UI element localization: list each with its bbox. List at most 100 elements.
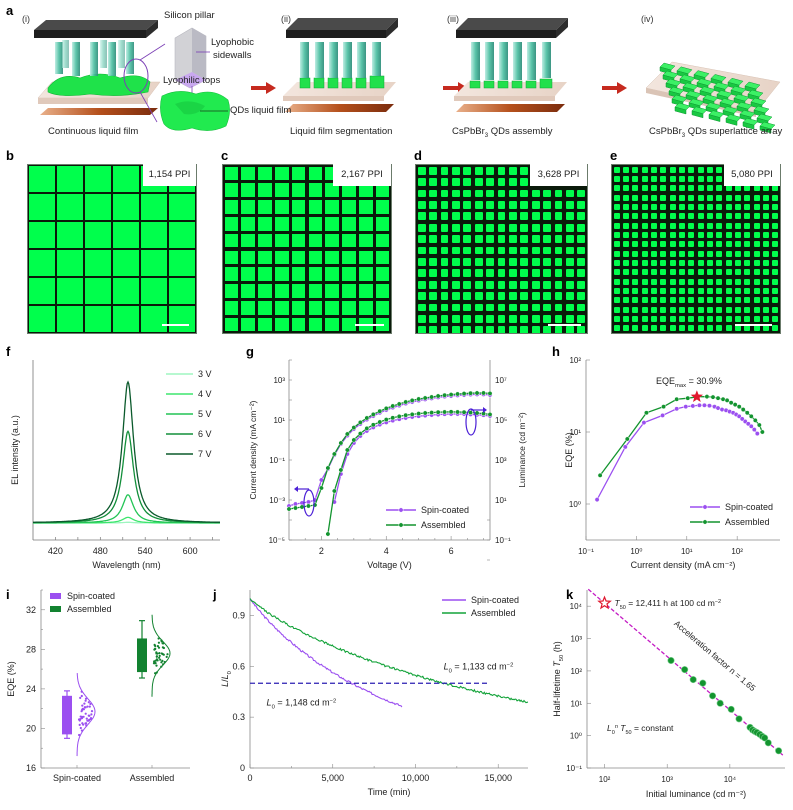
qd-pixel xyxy=(772,185,779,192)
qd-pixel xyxy=(452,280,460,289)
qd-pixel xyxy=(669,316,676,322)
qd-pixel xyxy=(707,297,713,304)
qd-pixel xyxy=(669,269,676,276)
right-tick-label: 10⁻¹ xyxy=(495,536,511,545)
y-tick-label: 10⁰ xyxy=(569,500,581,509)
data-point xyxy=(396,413,402,419)
decay-curve-assembled xyxy=(249,598,529,704)
data-point xyxy=(162,663,165,666)
qd-pixel xyxy=(141,194,167,220)
qd-pixel xyxy=(463,178,472,186)
qd-pixel xyxy=(679,316,685,322)
qd-pixel xyxy=(497,303,506,312)
data-point xyxy=(78,733,81,737)
qd-pixel xyxy=(531,315,540,323)
qd-pixel xyxy=(429,326,437,333)
legend-label: Spin-coated xyxy=(421,505,469,515)
qd-pixel xyxy=(440,223,449,232)
data-point xyxy=(429,394,435,400)
qd-pixel xyxy=(716,194,723,201)
qd-pixel xyxy=(274,200,289,214)
qd-pixel xyxy=(707,325,713,332)
qd-pixel xyxy=(716,176,723,182)
qd-pixel xyxy=(417,201,426,209)
qd-pixel xyxy=(113,250,139,276)
y-tick-label: 32 xyxy=(26,605,36,615)
ppi-badge-c: 2,167 PPI xyxy=(333,164,391,186)
qd-pixel xyxy=(417,280,426,289)
series-line-spin-coated xyxy=(596,404,758,500)
qd-pixel xyxy=(375,267,390,282)
right-tick-label: 10¹ xyxy=(495,496,507,505)
qd-pixel xyxy=(241,183,256,198)
qd-pixel xyxy=(623,176,629,182)
qd-pixel xyxy=(641,306,648,313)
data-point xyxy=(728,400,734,406)
x-tick-label: 10⁴ xyxy=(724,775,737,784)
qd-pixel xyxy=(697,316,704,322)
qd-pixel xyxy=(641,176,648,182)
data-point xyxy=(344,447,350,453)
qd-pixel xyxy=(566,315,574,323)
qd-pixel xyxy=(660,194,667,201)
qd-pixel xyxy=(623,232,629,238)
y-tick-label: 10¹ xyxy=(570,699,582,708)
qd-pixel xyxy=(417,315,426,323)
qd-pixel xyxy=(772,260,779,266)
qd-pixel xyxy=(660,316,667,322)
qd-pixel xyxy=(274,267,289,282)
qd-pixel xyxy=(577,292,586,300)
y-tick-label: 0.3 xyxy=(232,712,245,722)
qd-pixel xyxy=(325,216,340,231)
data-point xyxy=(732,402,738,408)
data-point xyxy=(85,724,88,727)
qd-pixel xyxy=(224,166,239,181)
qd-pixel xyxy=(772,269,779,276)
qd-pixel xyxy=(566,212,574,221)
qd-pixel xyxy=(429,189,437,198)
qd-pixel xyxy=(679,260,685,266)
data-point xyxy=(641,420,647,426)
qd-pixel xyxy=(258,300,272,315)
qd-pixel xyxy=(543,223,551,232)
data-point xyxy=(157,641,160,644)
data-point xyxy=(594,497,600,503)
qd-pixel xyxy=(651,194,657,201)
qd-pixel xyxy=(772,306,779,313)
qd-pixel xyxy=(440,246,449,255)
text-span: = constant xyxy=(632,723,674,733)
qd-pixel xyxy=(660,204,667,210)
qd-pixel xyxy=(452,189,460,198)
qd-pixel xyxy=(669,232,676,238)
qd-pixel xyxy=(641,222,648,229)
qd-pixel xyxy=(274,300,289,315)
left-tick-label: 10⁻⁵ xyxy=(269,536,285,545)
data-point xyxy=(390,403,396,409)
x-tick-label: 10² xyxy=(731,547,743,556)
qd-pixel xyxy=(224,284,239,298)
qd-pixel xyxy=(623,278,629,285)
pixel-array-c xyxy=(222,164,392,334)
qd-pixel xyxy=(707,222,713,229)
qd-pixel xyxy=(463,223,472,232)
qd-pixel xyxy=(735,297,741,304)
scale-bar-c xyxy=(355,324,384,326)
legend-label: Assembled xyxy=(67,604,112,614)
qd-pixel xyxy=(632,194,639,201)
qd-pixel xyxy=(753,260,760,266)
data-point xyxy=(306,503,311,509)
qd-pixel xyxy=(772,204,779,210)
data-point xyxy=(79,726,82,730)
qd-pixel xyxy=(520,178,529,186)
data-point xyxy=(159,658,162,661)
data-point xyxy=(377,408,383,414)
qd-pixel xyxy=(772,297,779,304)
qd-pixel xyxy=(763,185,769,192)
qd-pixel xyxy=(509,235,517,243)
qd-pixel xyxy=(429,315,437,323)
qd-pixel xyxy=(358,284,373,298)
qd-pixel xyxy=(497,269,506,278)
qd-pixel xyxy=(716,260,723,266)
star-annotation: T50 = 12,411 h at 100 cd m−2 xyxy=(615,598,722,611)
qd-pixel xyxy=(753,194,760,201)
